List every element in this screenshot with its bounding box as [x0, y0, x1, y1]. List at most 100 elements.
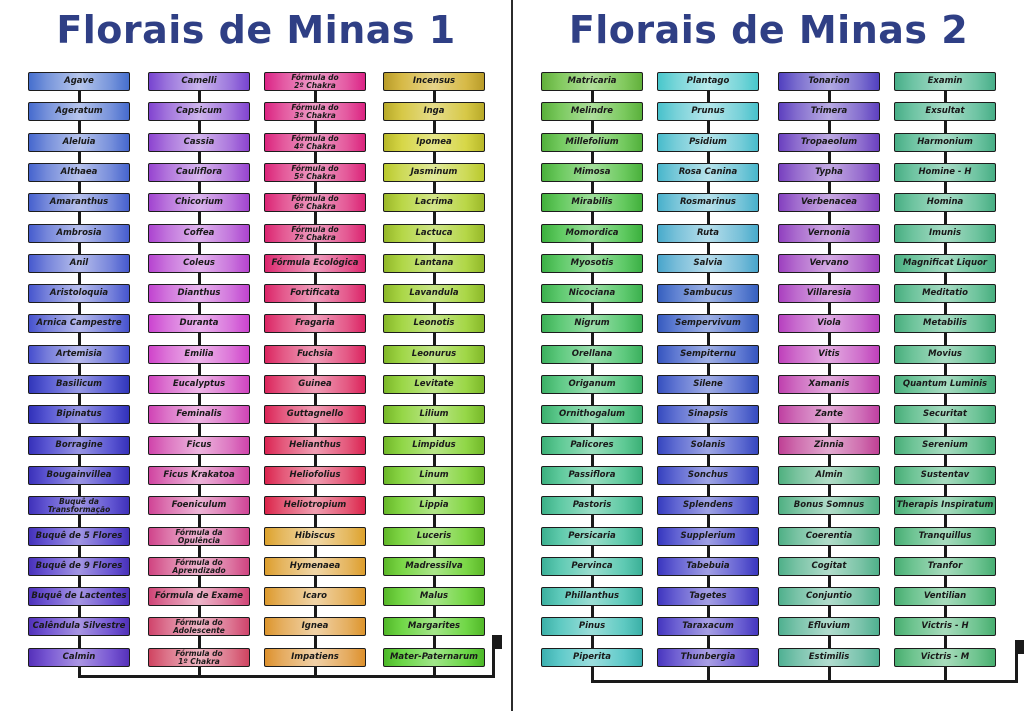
remedy-box: Millefolium [541, 133, 643, 152]
remedy-box: Fórmula do 2º Chakra [264, 72, 366, 91]
remedy-box: Myosotis [541, 254, 643, 273]
remedy-box: Leonurus [383, 345, 485, 364]
remedy-box: Movius [894, 345, 996, 364]
remedy-box: Heliofolius [264, 466, 366, 485]
remedy-box: Foeniculum [148, 496, 250, 515]
remedy-box: Taraxacum [657, 617, 759, 636]
remedy-box: Calêndula Silvestre [28, 617, 130, 636]
remedy-box: Homina [894, 193, 996, 212]
remedy-box: Althaea [28, 163, 130, 182]
remedy-box: Hibiscus [264, 527, 366, 546]
remedy-box: Meditatio [894, 284, 996, 303]
remedy-box: Rosa Canina [657, 163, 759, 182]
remedy-box: Ruta [657, 224, 759, 243]
remedy-box: Madressilva [383, 557, 485, 576]
remedy-box: Limpidus [383, 436, 485, 455]
remedy-box: Incensus [383, 72, 485, 91]
remedy-box: Margarites [383, 617, 485, 636]
remedy-box: Piperita [541, 648, 643, 667]
remedy-box: Camelli [148, 72, 250, 91]
remedy-box: Buquê da Transformação [28, 496, 130, 515]
remedy-box: Matricaria [541, 72, 643, 91]
remedy-box: Lavandula [383, 284, 485, 303]
remedy-box: Cogitat [778, 557, 880, 576]
remedy-box: Ventilian [894, 587, 996, 606]
remedy-box: Exsultat [894, 102, 996, 121]
remedy-box: Impatiens [264, 648, 366, 667]
remedy-box: Zinnia [778, 436, 880, 455]
remedy-box: Lacrima [383, 193, 485, 212]
remedy-box: Sambucus [657, 284, 759, 303]
remedy-box: Vernonia [778, 224, 880, 243]
remedy-box: Mater-Paternarum [383, 648, 485, 667]
remedy-box: Basilicum [28, 375, 130, 394]
remedy-box: Tabebuia [657, 557, 759, 576]
remedy-box: Harmonium [894, 133, 996, 152]
remedy-box: Pinus [541, 617, 643, 636]
remedy-box: Salvia [657, 254, 759, 273]
remedy-box: Linum [383, 466, 485, 485]
remedy-box: Ageratum [28, 102, 130, 121]
remedy-box: Pastoris [541, 496, 643, 515]
remedy-box: Arnica Campestre [28, 314, 130, 333]
remedy-box: Bipinatus [28, 405, 130, 424]
remedy-box: Amaranthus [28, 193, 130, 212]
remedy-box: Verbenacea [778, 193, 880, 212]
remedy-box: Villaresia [778, 284, 880, 303]
remedy-box: Buquê de 5 Flores [28, 527, 130, 546]
remedy-box: Jasminum [383, 163, 485, 182]
remedy-box: Artemisia [28, 345, 130, 364]
remedy-box: Chicorium [148, 193, 250, 212]
remedy-box: Silene [657, 375, 759, 394]
remedy-box: Fragaria [264, 314, 366, 333]
remedy-box: Lactuca [383, 224, 485, 243]
remedy-box: Trimera [778, 102, 880, 121]
remedy-box: Fortificata [264, 284, 366, 303]
remedy-box: Vitis [778, 345, 880, 364]
panel-florais-de-minas-2: Florais de Minas 2 Matricaria Melindre Mil… [513, 0, 1024, 711]
remedy-box: Luceris [383, 527, 485, 546]
remedy-box: Conjuntio [778, 587, 880, 606]
remedy-box: Coerentia [778, 527, 880, 546]
remedy-box: Zante [778, 405, 880, 424]
end-connector-line [1015, 640, 1018, 683]
remedy-box: Mimosa [541, 163, 643, 182]
remedy-box: Plantago [657, 72, 759, 91]
remedy-box: Psidium [657, 133, 759, 152]
remedy-box: Estimilis [778, 648, 880, 667]
remedy-box: Guinea [264, 375, 366, 394]
remedy-box: Emilia [148, 345, 250, 364]
remedy-box: Bougainvillea [28, 466, 130, 485]
remedy-box: Cauliflora [148, 163, 250, 182]
remedy-box: Phillanthus [541, 587, 643, 606]
panel-divider [511, 0, 513, 711]
remedy-box: Dianthus [148, 284, 250, 303]
remedy-box: Fórmula do 6º Chakra [264, 193, 366, 212]
remedy-box: Palicores [541, 436, 643, 455]
remedy-box: Fórmula do 5º Chakra [264, 163, 366, 182]
remedy-box: Helianthus [264, 436, 366, 455]
remedy-box: Aleluia [28, 133, 130, 152]
remedy-box: Victris - H [894, 617, 996, 636]
remedy-box: Metabilis [894, 314, 996, 333]
remedy-box: Splendens [657, 496, 759, 515]
bottom-connector-line [590, 679, 1016, 683]
remedy-box: Guttagnello [264, 405, 366, 424]
remedy-box: Xamanis [778, 375, 880, 394]
remedy-box: Vervano [778, 254, 880, 273]
remedy-box: Fórmula do Aprendizado [148, 557, 250, 576]
remedy-box: Sinapsis [657, 405, 759, 424]
remedy-box: Imunis [894, 224, 996, 243]
remedy-box: Coleus [148, 254, 250, 273]
remedy-box: Leonotis [383, 314, 485, 333]
remedy-box: Fórmula Ecológica [264, 254, 366, 273]
remedy-box: Levitate [383, 375, 485, 394]
remedy-box: Tonarion [778, 72, 880, 91]
remedy-box: Passiflora [541, 466, 643, 485]
remedy-box: Lilium [383, 405, 485, 424]
remedy-box: Fórmula de Exame [148, 587, 250, 606]
remedy-box: Sempiternu [657, 345, 759, 364]
remedy-box: Fórmula do Adolescente [148, 617, 250, 636]
remedy-box: Tranquillus [894, 527, 996, 546]
connector-terminal [1015, 640, 1024, 654]
